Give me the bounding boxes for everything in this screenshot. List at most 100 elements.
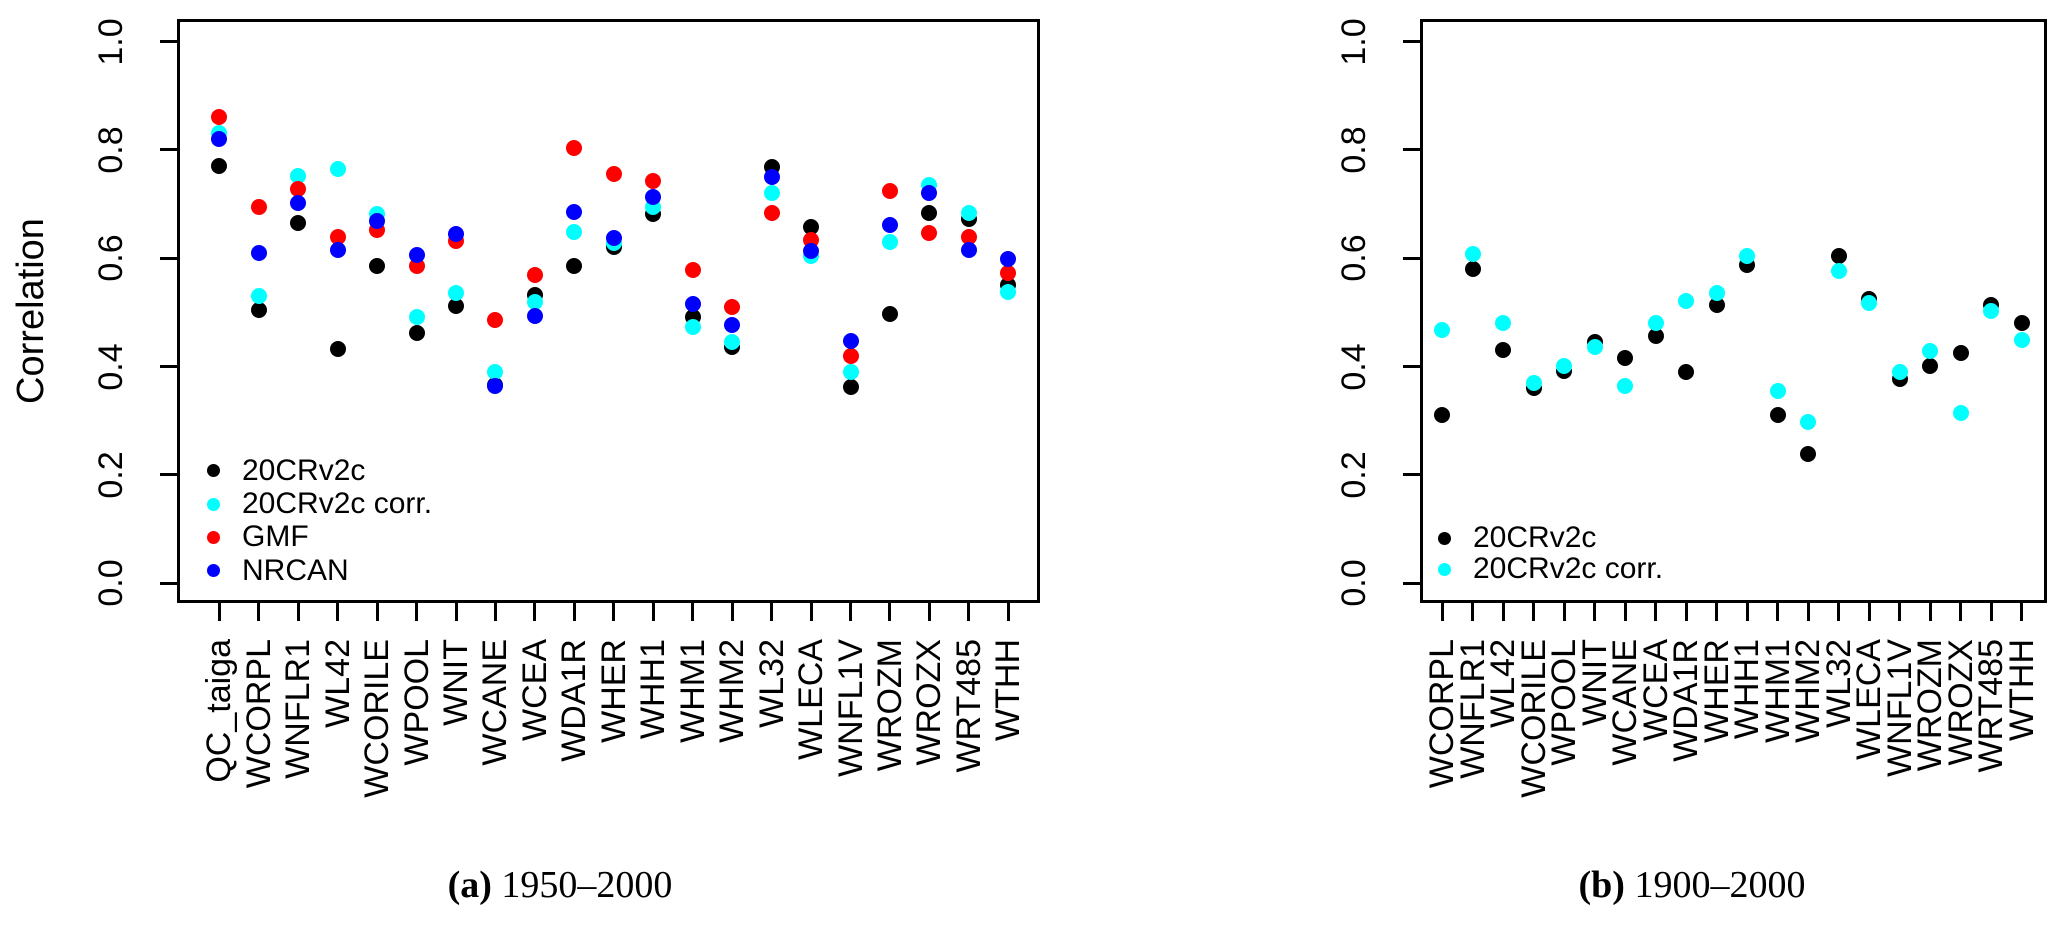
data-point (526, 293, 543, 310)
data-point (448, 297, 464, 314)
data-point (881, 183, 898, 200)
y-tick (160, 581, 177, 585)
data-point (1617, 349, 1633, 366)
data-point (763, 204, 780, 221)
data-point (645, 173, 662, 190)
x-tick (927, 603, 931, 621)
data-point (2013, 315, 2030, 332)
data-point (408, 308, 425, 325)
panel-caption: (a) 1950–2000 (448, 863, 673, 907)
data-point (1922, 343, 1938, 360)
y-tick (1403, 581, 1420, 585)
data-point (803, 243, 820, 260)
data-point (960, 242, 977, 259)
data-point (921, 185, 938, 202)
y-tick (1403, 473, 1420, 477)
caption-text: 1900–2000 (1634, 864, 1806, 906)
data-point (1830, 248, 1847, 265)
x-tick (1959, 603, 1962, 621)
legend-label: GMF (242, 520, 309, 554)
y-tick-label-text: 1.0 (1335, 17, 1373, 66)
x-tick (1745, 603, 1749, 621)
data-point (1464, 261, 1481, 278)
data-point (605, 229, 622, 246)
y-tick-label-text: 0.6 (1335, 234, 1373, 282)
data-point (842, 378, 859, 395)
data-point (1952, 345, 1969, 362)
data-point (1769, 407, 1786, 424)
data-point (250, 301, 267, 318)
data-point (211, 158, 228, 175)
data-point (724, 299, 741, 316)
x-tick (2020, 603, 2023, 621)
legend-swatch-dot (1437, 531, 1451, 545)
legend-label: 20CRv2c corr. (1473, 552, 1664, 585)
x-tick (1471, 603, 1474, 621)
data-point (369, 213, 386, 230)
data-point (921, 204, 938, 221)
x-tick (770, 603, 774, 621)
data-point (1495, 315, 1511, 332)
x-tick (612, 603, 616, 621)
x-tick (1654, 603, 1657, 621)
data-point (250, 288, 267, 305)
data-point (1800, 414, 1816, 431)
legend-swatch-dot (1437, 562, 1451, 576)
y-tick-label-text: 0.8 (1335, 126, 1373, 174)
x-tick (651, 603, 655, 621)
x-tick (415, 603, 419, 621)
x-tick (454, 603, 458, 621)
data-point (369, 258, 386, 275)
data-point (1617, 377, 1633, 394)
x-tick (296, 603, 300, 621)
y-tick (160, 40, 177, 44)
y-tick-label-text: 0.0 (1335, 559, 1373, 607)
plot-box (177, 19, 1040, 603)
data-point (487, 378, 504, 395)
data-point (763, 185, 780, 202)
x-tick (1623, 603, 1627, 621)
data-point (1922, 357, 1938, 374)
x-tick (967, 603, 971, 621)
data-point (684, 262, 701, 279)
x-tick (1532, 603, 1535, 621)
data-point (1434, 407, 1450, 424)
data-point (290, 180, 307, 197)
x-tick (1501, 603, 1505, 621)
data-point (408, 246, 425, 263)
data-point (1769, 383, 1786, 399)
x-tick (849, 603, 852, 621)
y-tick (1403, 40, 1420, 44)
x-tick (1440, 603, 1444, 621)
data-point (960, 204, 977, 221)
data-point (763, 168, 780, 185)
x-tick (257, 603, 261, 621)
data-point (329, 341, 346, 358)
x-tick (533, 603, 537, 621)
data-point (881, 217, 898, 234)
data-point (1678, 293, 1694, 310)
data-point (211, 131, 228, 148)
data-point (1952, 405, 1969, 422)
data-point (1525, 374, 1542, 391)
legend-swatch-dot (206, 497, 220, 511)
data-point (724, 334, 741, 351)
data-point (1647, 328, 1664, 345)
data-point (1678, 364, 1694, 381)
y-tick (1403, 256, 1420, 260)
x-tick (217, 603, 221, 621)
data-point (290, 167, 307, 184)
data-point (1495, 341, 1511, 358)
data-point (684, 296, 701, 313)
x-tick (1684, 603, 1688, 621)
data-point (605, 166, 622, 183)
y-tick-label-text: 0.4 (1335, 342, 1373, 391)
data-point (1556, 357, 1572, 374)
x-tick (1562, 603, 1566, 621)
data-point (566, 257, 583, 274)
data-point (724, 316, 741, 333)
data-point (1000, 251, 1017, 268)
data-point (921, 224, 938, 241)
